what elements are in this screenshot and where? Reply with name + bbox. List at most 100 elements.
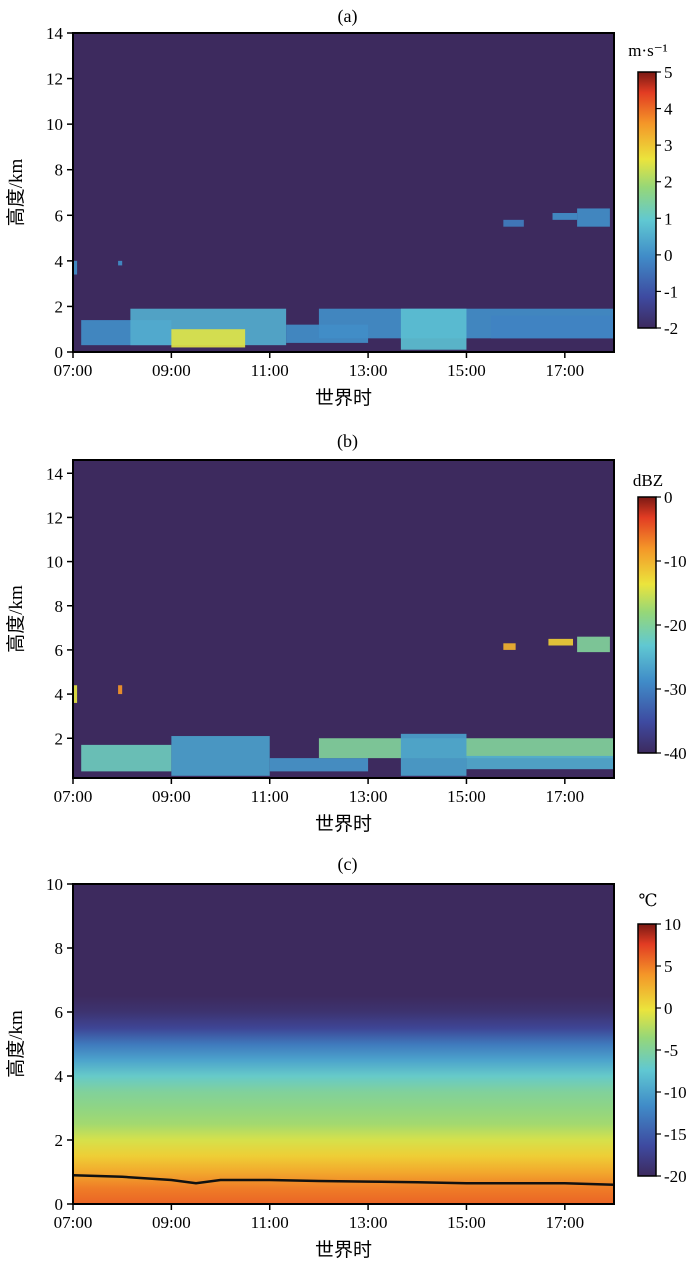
echo-feature-6 <box>491 315 614 339</box>
colorbar-tick-label: -40 <box>664 744 687 763</box>
colorbar-unit: dBZ <box>633 471 663 490</box>
colorbar-tick-label: -2 <box>664 319 678 338</box>
colorbar-tick-label: 4 <box>664 100 673 119</box>
colorbar-tick-label: -1 <box>664 282 678 301</box>
echo-feature-7 <box>73 260 78 275</box>
y-tick-label: 14 <box>46 24 64 43</box>
x-tick-label: 09:00 <box>152 1213 191 1232</box>
x-tick-label: 15:00 <box>447 361 486 380</box>
y-tick-label: 4 <box>55 1067 64 1086</box>
colorbar-tick-label: -10 <box>664 552 687 571</box>
colorbar-tick-label: -20 <box>664 616 687 635</box>
x-tick-label: 17:00 <box>545 1213 584 1232</box>
x-tick-label: 11:00 <box>251 787 289 806</box>
echo-feature-0 <box>81 744 172 772</box>
echo-feature-10 <box>552 213 578 220</box>
plot-frame <box>72 459 615 779</box>
x-axis-label: 世界时 <box>315 387 372 409</box>
colorbar-tick-label: 5 <box>664 957 673 976</box>
echo-feature-5 <box>466 755 614 770</box>
colorbar-tick-label: 5 <box>664 63 673 82</box>
y-tick-label: 12 <box>46 70 63 89</box>
y-axis-label: 高度/km <box>5 159 27 227</box>
colorbar-tick-label: -20 <box>664 1167 687 1186</box>
y-tick-label: 6 <box>55 641 64 660</box>
y-tick-label: 10 <box>46 875 63 894</box>
echo-feature-5 <box>400 308 467 350</box>
echo-feature-9 <box>503 219 524 227</box>
x-tick-label: 07:00 <box>54 1213 93 1232</box>
colorbar-tick-label: 3 <box>664 136 673 155</box>
colorbar-tick-label: 10 <box>664 915 681 934</box>
zero-degree-line <box>73 1173 614 1187</box>
colorbar-tick-label: 1 <box>664 209 673 228</box>
panel-title: (c) <box>338 854 358 875</box>
x-tick-label: 13:00 <box>349 787 388 806</box>
colorbar-tick-label: 0 <box>664 999 673 1018</box>
colorbar-tick-label: -10 <box>664 1083 687 1102</box>
echo-feature-7 <box>118 685 123 695</box>
plot-area <box>73 884 614 1204</box>
x-axis-label: 世界时 <box>315 1239 372 1261</box>
y-tick-label: 8 <box>55 597 64 616</box>
y-tick-label: 12 <box>46 508 63 527</box>
panel-2: (c) 07:00 09:00 11:00 13:00 15:00 17:00 世界时 0 2 4 6… <box>5 854 687 1261</box>
y-tick-label: 4 <box>55 685 64 704</box>
echo-feature-2 <box>171 329 246 348</box>
panel-title: (b) <box>337 431 358 452</box>
x-tick-label: 07:00 <box>54 361 93 380</box>
echo-feature-6 <box>73 685 78 703</box>
x-axis-label: 世界时 <box>315 813 372 835</box>
colorbar-tick-label: 0 <box>664 488 673 507</box>
y-tick-label: 2 <box>55 297 64 316</box>
panel-0: (a) 07:00 09:00 11:00 13:00 15:00 17:00 世界时 0 2 4 6… <box>5 6 678 409</box>
colorbar-tick-label: -5 <box>664 1041 678 1060</box>
echo-feature-11 <box>577 208 610 227</box>
panel-title: (a) <box>338 6 358 27</box>
x-tick-label: 09:00 <box>152 361 191 380</box>
y-tick-label: 4 <box>55 252 64 271</box>
colorbar-tick-label: 2 <box>664 173 673 192</box>
plot-frame <box>72 883 615 1205</box>
y-tick-label: 8 <box>55 939 64 958</box>
y-tick-label: 8 <box>55 161 64 180</box>
x-tick-label: 11:00 <box>251 1213 289 1232</box>
plot-area <box>73 33 614 352</box>
temperature-field <box>73 884 614 1204</box>
y-axis-label: 高度/km <box>5 1010 27 1078</box>
plot-background <box>73 460 614 778</box>
x-tick-label: 13:00 <box>349 1213 388 1232</box>
colorbar-tick-label: -30 <box>664 680 687 699</box>
y-tick-label: 14 <box>46 464 64 483</box>
x-tick-label: 15:00 <box>447 787 486 806</box>
colorbar-tick-label: 0 <box>664 246 673 265</box>
colorbar-unit: m·s⁻¹ <box>628 41 668 60</box>
colorbar <box>637 71 657 329</box>
y-tick-label: 10 <box>46 553 63 572</box>
x-tick-label: 17:00 <box>545 787 584 806</box>
y-axis-label: 高度/km <box>5 585 27 653</box>
y-tick-label: 0 <box>55 1195 64 1214</box>
y-tick-label: 6 <box>55 1003 64 1022</box>
x-tick-label: 07:00 <box>54 787 93 806</box>
echo-feature-10 <box>577 636 610 653</box>
x-tick-label: 11:00 <box>251 361 289 380</box>
colorbar-tick-label: -15 <box>664 1125 687 1144</box>
x-tick-label: 17:00 <box>545 361 584 380</box>
echo-feature-1 <box>171 736 270 776</box>
y-tick-label: 10 <box>46 115 63 134</box>
y-tick-label: 0 <box>55 343 64 362</box>
colorbar-unit: ℃ <box>638 891 657 910</box>
plot-background <box>73 33 614 352</box>
echo-feature-8 <box>118 260 123 266</box>
echo-feature-2 <box>269 758 369 772</box>
y-tick-label: 6 <box>55 206 64 225</box>
plot-frame <box>72 32 615 353</box>
colorbar <box>637 923 657 1177</box>
echo-feature-8 <box>503 643 516 650</box>
x-tick-label: 13:00 <box>349 361 388 380</box>
panel-1: (b) 07:00 09:00 11:00 13:00 15:00 17:00 世界时 2 4 6 8… <box>5 431 687 835</box>
echo-feature-4 <box>400 733 467 776</box>
y-tick-label: 2 <box>55 729 64 748</box>
